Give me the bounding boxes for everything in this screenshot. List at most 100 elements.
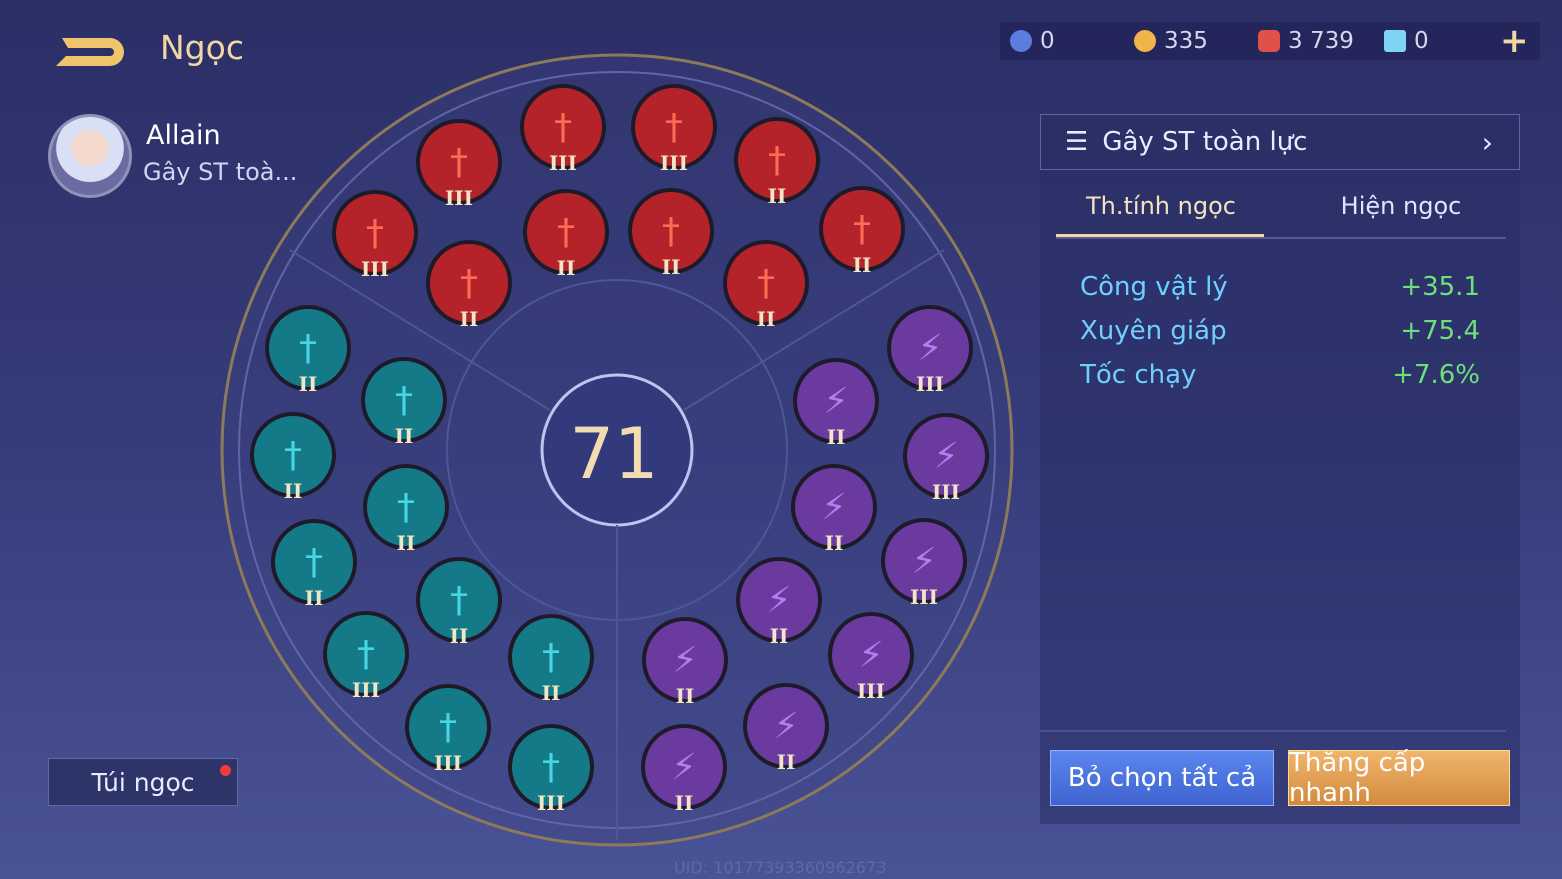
gem-slot-teal[interactable]: † II [265, 305, 351, 396]
gem-slot-teal[interactable]: † II [363, 464, 449, 555]
stat-row: Công vật lý +35.1 [1080, 272, 1480, 302]
sword-icon: † [397, 487, 415, 528]
gem-slot-purple[interactable]: ⚡ II [642, 617, 728, 708]
currency-value: 0 [1040, 28, 1055, 54]
gem-slot-teal[interactable]: † II [271, 519, 357, 610]
sword-icon: † [284, 435, 302, 476]
gem-bag-button[interactable]: Túi ngọc [48, 758, 238, 806]
gem-slot-purple[interactable]: ⚡ II [641, 724, 727, 815]
tab-gem-stats[interactable]: Th.tính ngọc [1086, 192, 1236, 220]
sword-icon: † [557, 212, 575, 253]
gem-slot-purple[interactable]: ⚡ III [828, 612, 914, 703]
sword-icon: † [757, 263, 775, 304]
gem-tier: III [537, 791, 565, 815]
gem-slot-teal[interactable]: † III [323, 611, 409, 702]
sword-icon: † [853, 209, 871, 250]
gem-slot-purple[interactable]: ⚡ II [736, 557, 822, 648]
gem-slot-red[interactable]: † III [631, 84, 717, 175]
deselect-all-button[interactable]: Bỏ chọn tất cả [1050, 750, 1274, 806]
stat-value: +7.6% [1392, 360, 1480, 390]
gem-slot-purple[interactable]: ⚡ II [793, 358, 879, 449]
build-selector[interactable]: ☰ Gây ST toàn lực › [1040, 114, 1520, 170]
tab-divider [1056, 237, 1506, 239]
gem-slot-red[interactable]: † II [819, 186, 905, 277]
lightning-icon: ⚡ [766, 580, 791, 621]
red-gem-icon [1258, 30, 1280, 52]
currency-gold: 335 [1134, 28, 1208, 54]
gem-tier: II [853, 253, 872, 277]
sword-icon: † [366, 213, 384, 254]
sword-icon: † [554, 107, 572, 148]
hero-name: Allain [146, 120, 221, 151]
gem-tier: III [445, 186, 473, 210]
page-title: Ngọc [160, 28, 244, 67]
gem-tier: II [768, 184, 787, 208]
lightning-icon: ⚡ [773, 706, 798, 747]
user-id: UID: 1017739336096267З [674, 858, 887, 877]
gem-tier: II [450, 624, 469, 648]
stat-row: Xuyên giáp +75.4 [1080, 316, 1480, 346]
gem-slot-red[interactable]: † III [332, 190, 418, 281]
gem-tier: II [825, 531, 844, 555]
gem-slot-teal[interactable]: † III [508, 724, 594, 815]
gold-coin-icon [1134, 30, 1156, 52]
lightning-icon: ⚡ [821, 487, 846, 528]
sword-icon: † [357, 634, 375, 675]
gem-slot-teal[interactable]: † II [508, 614, 594, 705]
gem-slot-purple[interactable]: ⚡ II [791, 464, 877, 555]
gem-tier: II [397, 531, 416, 555]
gem-tier: III [549, 151, 577, 175]
gem-slot-red[interactable]: † II [523, 189, 609, 280]
gem-bag-label: Túi ngọc [91, 767, 195, 797]
gem-tier: II [299, 372, 318, 396]
lightning-icon: ⚡ [858, 635, 883, 676]
divider [1040, 730, 1506, 732]
gem-slot-purple[interactable]: ⚡ III [887, 305, 973, 396]
gem-slot-red[interactable]: † III [520, 84, 606, 175]
gem-tier: III [660, 151, 688, 175]
sword-icon: † [460, 263, 478, 304]
gem-tier: II [675, 791, 694, 815]
gem-tier: II [827, 425, 846, 449]
tab-show-gems[interactable]: Hiện ngọc [1340, 192, 1462, 220]
stat-name: Tốc chạy [1080, 360, 1197, 390]
lightning-icon: ⚡ [671, 747, 696, 788]
currency-bar: 0 335 3 739 0 + [1000, 22, 1540, 60]
gem-tier: II [777, 750, 796, 774]
level-value: 71 [569, 413, 658, 495]
currency-value: 0 [1414, 28, 1429, 54]
gem-slot-red[interactable]: † III [416, 119, 502, 210]
gem-slot-purple[interactable]: ⚡ II [743, 683, 829, 774]
back-arrow-icon[interactable] [48, 30, 128, 72]
gem-slot-red[interactable]: † II [628, 188, 714, 279]
blue-card-icon [1384, 30, 1406, 52]
stat-value: +75.4 [1400, 316, 1480, 346]
stat-value: +35.1 [1400, 272, 1480, 302]
list-icon: ☰ [1065, 127, 1089, 157]
sword-icon: † [450, 142, 468, 183]
add-currency-button[interactable]: + [1500, 21, 1529, 61]
gem-tier: II [676, 684, 695, 708]
gem-tier: III [352, 678, 380, 702]
quick-upgrade-button[interactable]: Thăng cấp nhanh [1288, 748, 1510, 808]
gem-slot-red[interactable]: † II [734, 117, 820, 208]
gem-tier: II [460, 307, 479, 331]
gem-slot-teal[interactable]: † II [250, 412, 336, 503]
gem-tier: II [770, 624, 789, 648]
sword-icon: † [305, 542, 323, 583]
currency-blue: 0 [1010, 28, 1055, 54]
gem-slot-purple[interactable]: ⚡ III [903, 413, 989, 504]
gem-slot-red[interactable]: † II [426, 240, 512, 331]
gem-slot-purple[interactable]: ⚡ III [881, 518, 967, 609]
gem-tier: III [434, 751, 462, 775]
gem-tier: II [662, 255, 681, 279]
gem-slot-teal[interactable]: † II [416, 557, 502, 648]
avatar[interactable] [48, 114, 132, 198]
gem-slot-teal[interactable]: † III [405, 684, 491, 775]
gem-slot-red[interactable]: † II [723, 240, 809, 331]
gem-slot-teal[interactable]: † II [361, 357, 447, 448]
lightning-icon: ⚡ [911, 541, 936, 582]
hero-build: Gây ST toà... [143, 158, 298, 186]
sword-icon: † [439, 707, 457, 748]
